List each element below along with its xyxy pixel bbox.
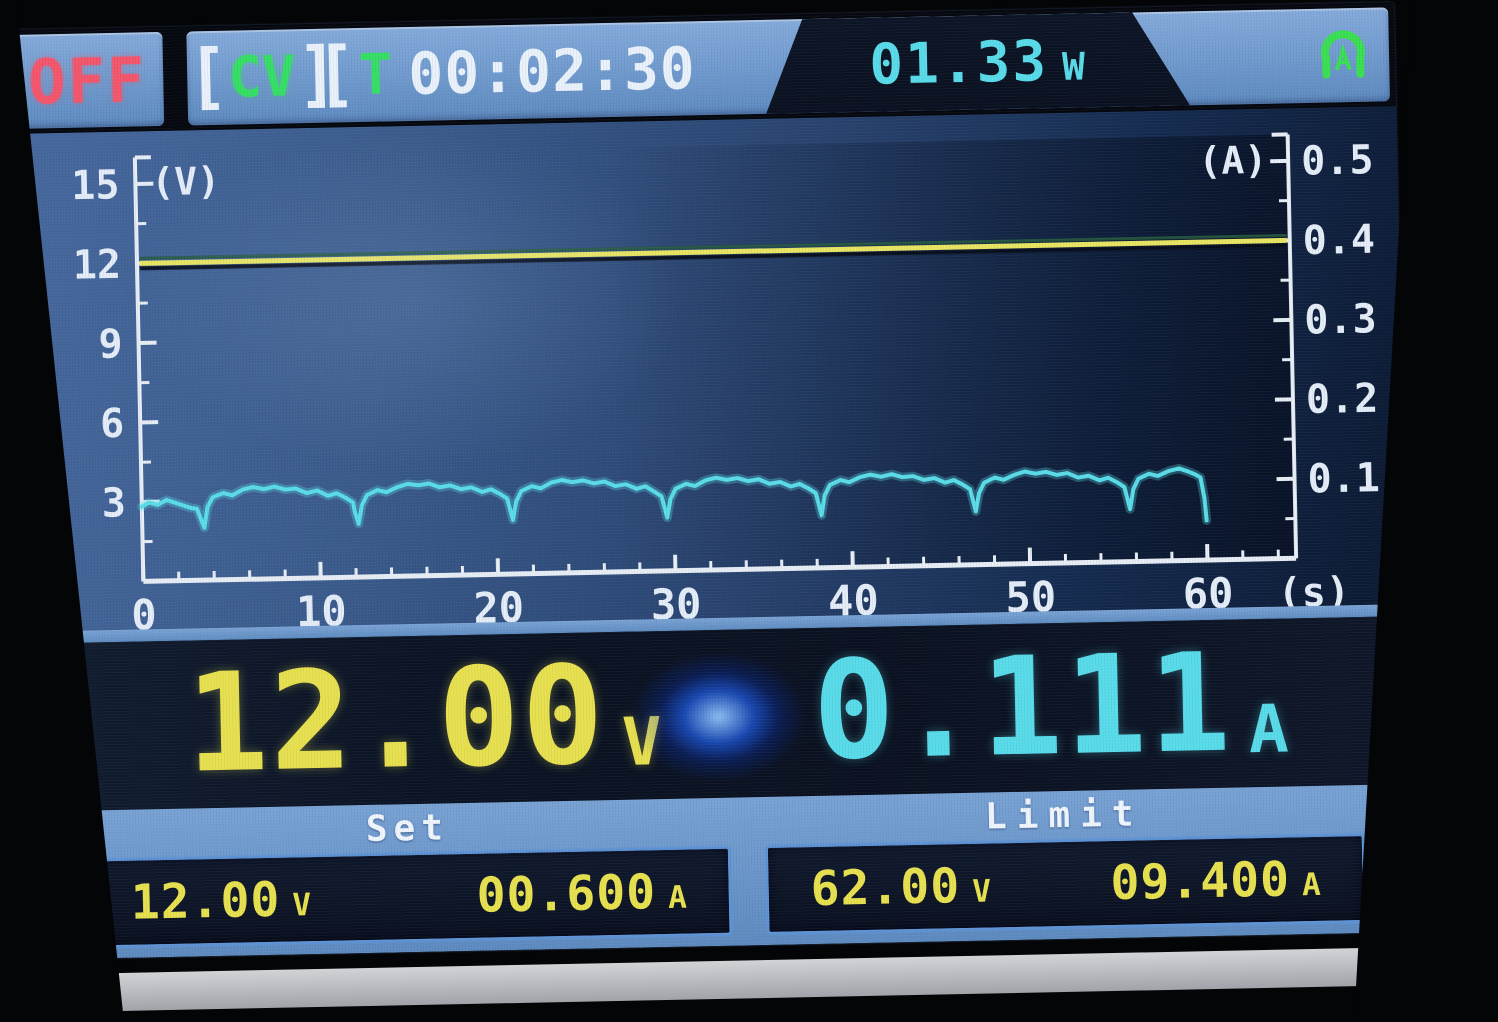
- current-trace: [139, 466, 1209, 530]
- voltage-readout-unit: V: [621, 703, 663, 781]
- device-bezel-strip: [19, 947, 1390, 1013]
- set-voltage: 12.00 V: [130, 871, 312, 931]
- power-value: 01.33: [868, 28, 1049, 98]
- device-photo: OFF CV T 00:02:30 01.33 W: [2, 2, 1421, 1013]
- svg-text:0.2: 0.2: [1306, 376, 1379, 423]
- set-limit-section: Set Limit 12.00 V 00.600 A 62.00 V 09.: [17, 784, 1413, 960]
- output-state-chip: OFF: [10, 31, 165, 129]
- limit-values-box: 62.00 V 09.400 A: [764, 832, 1367, 935]
- svg-text:12: 12: [72, 242, 121, 289]
- mode-timer-chip: CV T 00:02:30 01.33 W: [186, 7, 1390, 126]
- power-readout-tab: 01.33 W: [764, 11, 1190, 113]
- svg-text:(V): (V): [151, 159, 221, 204]
- current-readout-unit: A: [1248, 690, 1290, 769]
- voltage-trace: [139, 237, 1287, 266]
- voltage-readout-value: 12.00: [184, 637, 608, 804]
- set-current: 00.600 A: [476, 864, 688, 924]
- measurement-readouts: 12.00 V 0.111 A: [14, 616, 1410, 812]
- elapsed-timer-value: 00:02:30: [407, 34, 697, 108]
- current-readout: 0.111 A: [811, 624, 1290, 791]
- open-bracket-glyph: [200, 45, 219, 111]
- voltage-readout: 12.00 V: [184, 637, 663, 804]
- svg-text:(A): (A): [1198, 138, 1268, 183]
- power-unit-label: W: [1061, 44, 1086, 89]
- svg-text:6: 6: [100, 401, 125, 447]
- svg-text:0.5: 0.5: [1301, 137, 1374, 184]
- psu-lcd-screen: OFF CV T 00:02:30 01.33 W: [2, 2, 1413, 960]
- svg-text:0: 0: [131, 590, 157, 634]
- svg-text:9: 9: [98, 321, 123, 367]
- svg-text:0.1: 0.1: [1307, 455, 1380, 502]
- cv-mode-label: CV: [227, 43, 297, 111]
- svg-text:0.4: 0.4: [1302, 217, 1375, 264]
- limit-current: 09.400 A: [1109, 851, 1322, 912]
- auto-mode-icon: [1312, 24, 1373, 85]
- svg-text:0.3: 0.3: [1304, 296, 1377, 343]
- svg-text:15: 15: [71, 162, 120, 209]
- trend-graph-section: 3 6 9 12 15 0.1 0.2 0.3 0.4 0.5 0 10 20 30 40 50 60 (s) (V…: [4, 106, 1407, 645]
- svg-text:3: 3: [101, 480, 126, 526]
- current-readout-value: 0.111: [811, 624, 1234, 791]
- output-state-label: OFF: [27, 42, 148, 119]
- timer-prefix-label: T: [358, 41, 394, 108]
- bracket-separator-glyph: [307, 43, 348, 109]
- limit-voltage: 62.00 V: [810, 858, 992, 918]
- set-values-box: 12.00 V 00.600 A: [84, 845, 733, 949]
